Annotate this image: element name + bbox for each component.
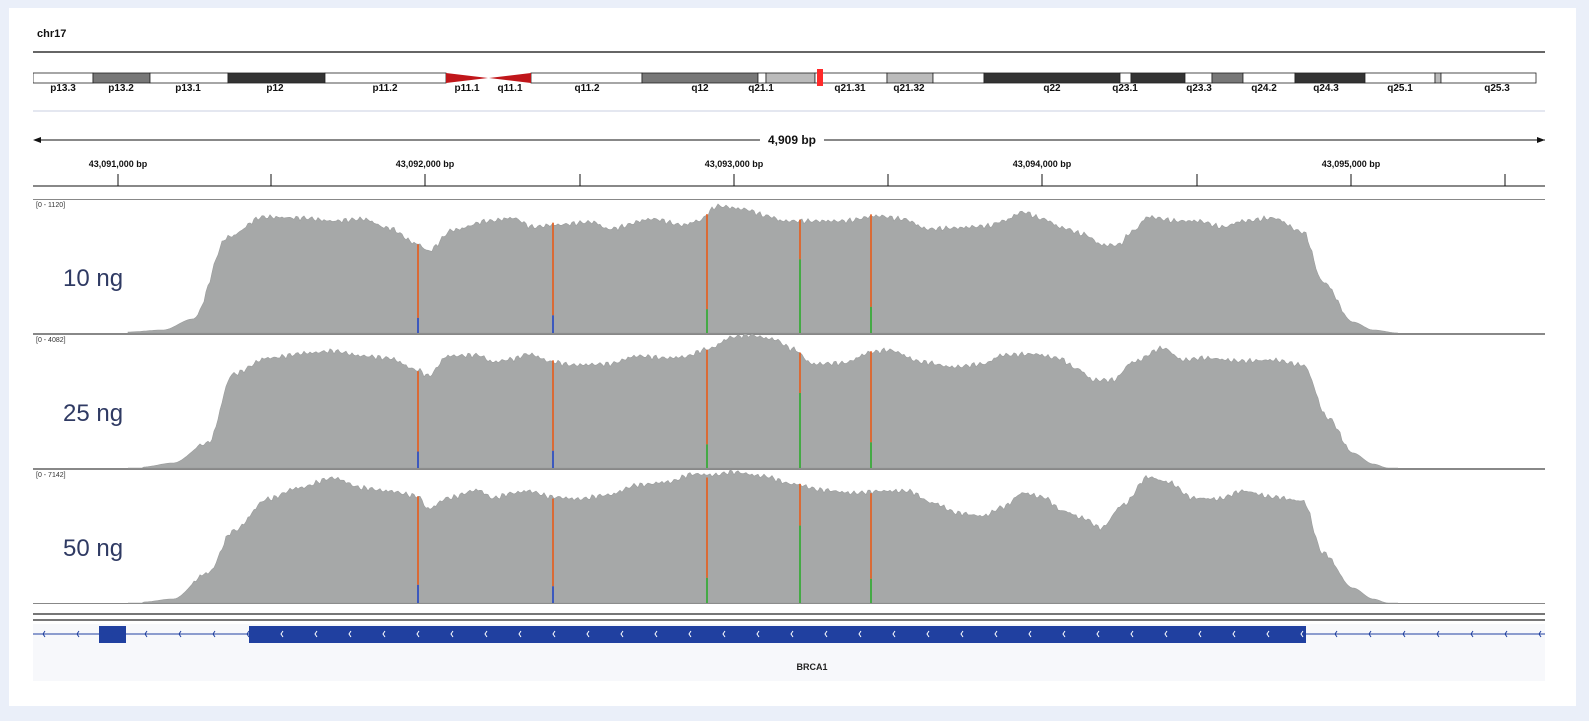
band-label: q21.1 <box>748 83 774 94</box>
exon-block[interactable] <box>249 626 1306 643</box>
current-region-marker <box>817 69 823 86</box>
band-label: q25.1 <box>1387 83 1413 94</box>
coverage-area <box>127 203 1399 334</box>
band-label: q25.3 <box>1484 83 1510 94</box>
coverage-track-25ng[interactable]: [0 - 4082] 25 ng <box>33 334 1545 469</box>
band-label: p13.2 <box>108 83 134 94</box>
strand-arrow-icon <box>1198 630 1202 638</box>
strand-arrow-icon <box>348 630 352 638</box>
strand-arrow-icon <box>76 630 80 638</box>
coverage-plot <box>33 199 1545 334</box>
strand-arrow-icon <box>1096 630 1100 638</box>
band-label: q11.1 <box>497 83 523 94</box>
strand-arrow-icon <box>484 630 488 638</box>
centromere-q-arm <box>489 73 531 83</box>
coverage-plot <box>33 334 1545 469</box>
span-label: 4,909 bp <box>759 133 825 147</box>
strand-arrow-icon <box>960 630 964 638</box>
strand-arrow-icon <box>1266 630 1270 638</box>
position-label: 43,091,000 bp <box>88 159 148 169</box>
gene-track[interactable] <box>33 16 1545 688</box>
strand-arrow-icon <box>416 630 420 638</box>
ideogram-band <box>1440 72 1537 84</box>
strand-arrow-icon <box>756 630 760 638</box>
strand-arrow-icon <box>382 630 386 638</box>
track-data-range: [0 - 4082] <box>36 337 66 344</box>
band-label: q11.2 <box>574 83 600 94</box>
strand-arrow-icon <box>1062 630 1066 638</box>
strand-arrow-icon <box>994 630 998 638</box>
strand-arrow-icon <box>620 630 624 638</box>
strand-arrow-icon <box>1300 630 1304 638</box>
strand-arrow-icon <box>1368 630 1372 638</box>
strand-arrow-icon <box>552 630 556 638</box>
strand-arrow-icon <box>926 630 930 638</box>
band-label: p11.2 <box>372 83 398 94</box>
figure-frame: chr17 p13.3 p13.2 p13.1 p12 p11.2 p11.1 q11.1 q… <box>9 8 1576 706</box>
strand-arrow-icon <box>1028 630 1032 638</box>
band-label: q21.31 <box>834 83 866 94</box>
strand-arrow-icon <box>722 630 726 638</box>
strand-arrow-icon <box>586 630 590 638</box>
strand-arrow-icon <box>280 630 284 638</box>
band-label: p13.1 <box>175 83 201 94</box>
strand-arrow-icon <box>688 630 692 638</box>
strand-arrow-icon <box>178 630 182 638</box>
band-label: q24.3 <box>1313 83 1339 94</box>
strand-arrow-icon <box>824 630 828 638</box>
strand-arrow-icon <box>518 630 522 638</box>
strand-arrow-icon <box>246 630 250 638</box>
band-label: p11.1 <box>454 83 480 94</box>
exon-block[interactable] <box>99 626 126 643</box>
coverage-track-50ng[interactable]: [0 - 7142] 50 ng <box>33 469 1545 604</box>
strand-arrow-icon <box>1436 630 1440 638</box>
strand-arrow-icon <box>1504 630 1508 638</box>
position-label: 43,093,000 bp <box>704 159 764 169</box>
strand-arrow-icon <box>1538 630 1542 638</box>
strand-arrow-icon <box>654 630 658 638</box>
position-label: 43,095,000 bp <box>1321 159 1381 169</box>
strand-arrow-icon <box>314 630 318 638</box>
igv-browser-panel: chr17 p13.3 p13.2 p13.1 p12 p11.2 p11.1 q11.1 q… <box>33 16 1569 688</box>
strand-arrow-icon <box>1232 630 1236 638</box>
band-label: q24.2 <box>1251 83 1277 94</box>
strand-arrow-icon <box>1130 630 1134 638</box>
coverage-track-10ng[interactable]: [0 - 1120] 10 ng <box>33 199 1545 334</box>
centromere-p-arm <box>446 73 488 83</box>
strand-arrow-icon <box>892 630 896 638</box>
track-data-range: [0 - 7142] <box>36 472 66 479</box>
coverage-area <box>128 469 1398 604</box>
strand-arrow-icon <box>1334 630 1338 638</box>
span-arrow-right <box>1537 137 1545 143</box>
band-label: q23.3 <box>1186 83 1212 94</box>
track-data-range: [0 - 1120] <box>36 202 66 209</box>
track-name: 50 ng <box>63 535 124 562</box>
chromosome-ideogram[interactable] <box>33 16 1545 116</box>
strand-arrow-icon <box>144 630 148 638</box>
strand-arrow-icon <box>1164 630 1168 638</box>
strand-arrow-icon <box>110 630 114 638</box>
strand-arrow-icon <box>450 630 454 638</box>
coverage-plot <box>33 469 1545 604</box>
band-label: q23.1 <box>1112 83 1138 94</box>
band-label: q22 <box>1043 83 1061 94</box>
chromosome-label: chr17 <box>37 28 67 40</box>
band-label: p12 <box>266 83 284 94</box>
coverage-area <box>128 334 1398 469</box>
strand-arrow-icon <box>42 630 46 638</box>
position-label: 43,094,000 bp <box>1012 159 1072 169</box>
strand-arrow-icon <box>1402 630 1406 638</box>
track-name: 10 ng <box>63 265 124 292</box>
band-label: q21.32 <box>893 83 925 94</box>
strand-arrow-icon <box>790 630 794 638</box>
gene-name-label: BRCA1 <box>796 662 828 672</box>
strand-arrow-icon <box>858 630 862 638</box>
band-label: p13.3 <box>50 83 76 94</box>
strand-arrow-icon <box>1470 630 1474 638</box>
span-arrow-left <box>33 137 41 143</box>
strand-arrow-icon <box>212 630 216 638</box>
band-label: q12 <box>691 83 709 94</box>
position-label: 43,092,000 bp <box>395 159 455 169</box>
track-name: 25 ng <box>63 400 124 427</box>
